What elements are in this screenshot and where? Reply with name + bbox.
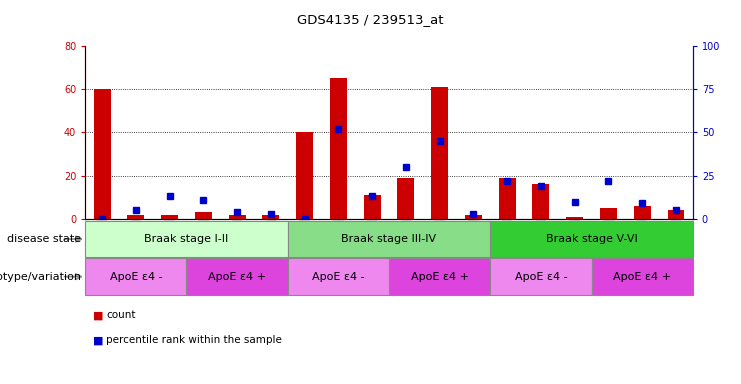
Bar [85,258,187,295]
Bar [195,212,212,219]
Bar [431,87,448,219]
Bar [330,78,347,219]
Bar [85,221,288,257]
Bar [634,206,651,219]
Text: Braak stage III-IV: Braak stage III-IV [342,234,436,244]
Bar [600,208,617,219]
Bar [668,210,685,219]
Text: ■: ■ [93,310,103,320]
Bar [397,178,414,219]
Bar [566,217,583,219]
Bar [499,178,516,219]
Bar [161,215,178,219]
Bar [288,221,491,257]
Bar [491,221,693,257]
Bar [591,258,693,295]
Text: Braak stage I-II: Braak stage I-II [144,234,229,244]
Bar [389,258,491,295]
Bar [465,215,482,219]
Bar [127,215,144,219]
Text: Braak stage V-VI: Braak stage V-VI [545,234,637,244]
Text: ApoE ε4 -: ApoE ε4 - [312,271,365,282]
Bar [491,258,591,295]
Bar [364,195,381,219]
Text: ApoE ε4 -: ApoE ε4 - [514,271,568,282]
Text: ApoE ε4 +: ApoE ε4 + [208,271,266,282]
Text: GDS4135 / 239513_at: GDS4135 / 239513_at [297,13,444,26]
Text: ■: ■ [93,335,103,345]
Text: count: count [106,310,136,320]
Text: genotype/variation: genotype/variation [0,271,82,282]
Bar [533,184,549,219]
Text: percentile rank within the sample: percentile rank within the sample [106,335,282,345]
Text: ApoE ε4 -: ApoE ε4 - [110,271,162,282]
Text: disease state: disease state [7,234,82,244]
Bar [229,215,245,219]
Bar [288,258,389,295]
Text: ApoE ε4 +: ApoE ε4 + [411,271,468,282]
Text: ApoE ε4 +: ApoE ε4 + [614,271,671,282]
Bar [296,132,313,219]
Bar [187,258,288,295]
Bar [93,89,110,219]
Bar [262,215,279,219]
